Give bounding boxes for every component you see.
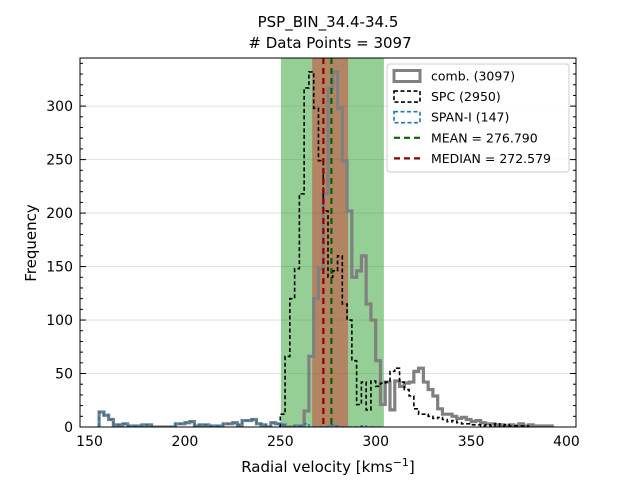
histogram-series-1 <box>279 71 530 427</box>
plot-area: 150 200 250 300 350 400 0 50 100 150 200 250 300 comb… <box>46 57 580 450</box>
y-tick-label-2: 100 <box>46 313 73 329</box>
y-tick-label-0: 0 <box>64 420 73 436</box>
histogram-series-2 <box>98 411 381 427</box>
x-tick-label-1: 200 <box>172 434 199 450</box>
y-tick-label-5: 250 <box>46 153 73 169</box>
legend-label-series-0: comb. (3097) <box>431 69 515 84</box>
y-tick-label-4: 200 <box>46 206 73 222</box>
legend-swatch-series-1 <box>393 90 421 103</box>
legend-label-series-1: SPC (2950) <box>431 89 501 104</box>
legend-label-line-0: MEAN = 276.790 <box>431 130 538 145</box>
legend-label-series-2: SPAN-I (147) <box>431 110 509 125</box>
legend-label-line-1: MEDIAN = 272.579 <box>431 151 551 166</box>
chart-subtitle: # Data Points = 3097 <box>248 34 411 52</box>
y-tick-label-3: 150 <box>46 260 73 276</box>
axes-frame <box>79 57 577 428</box>
x-tick-label-4: 350 <box>458 434 485 450</box>
x-axis-label-text: Radial velocity [kms <box>241 458 393 476</box>
legend-box <box>386 63 570 173</box>
x-axis-label-suffix: ] <box>409 458 415 476</box>
legend-swatch-series-0 <box>392 69 422 83</box>
x-tick-label-3: 300 <box>362 434 389 450</box>
y-axis-label: Frequency <box>22 204 40 282</box>
y-tick-label-1: 50 <box>55 367 73 383</box>
x-axis-label: Radial velocity [kms−1] <box>241 456 415 476</box>
x-tick-label-5: 400 <box>553 434 580 450</box>
legend-swatch-series-2 <box>393 110 421 124</box>
y-tick-label-6: 300 <box>46 99 73 115</box>
x-axis-label-superscript: −1 <box>393 456 409 469</box>
x-tick-label-0: 150 <box>76 434 103 450</box>
chart-title: PSP_BIN_34.4-34.5 <box>258 13 399 32</box>
x-tick-label-2: 250 <box>267 434 294 450</box>
